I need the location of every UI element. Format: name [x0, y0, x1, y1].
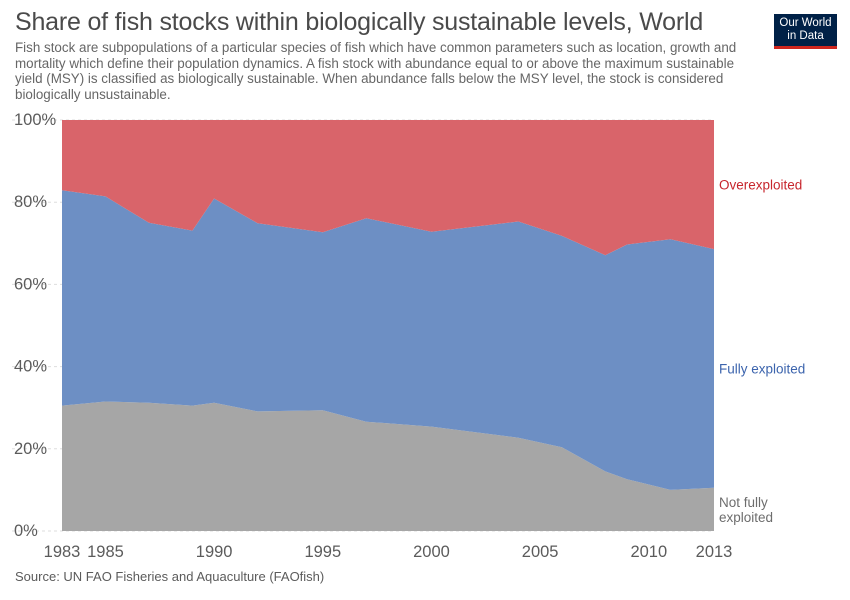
area-fully-exploited[interactable]	[62, 190, 714, 490]
x-axis-ticks: 1983 1985 1990 1995 2000 2005 2010 2013	[44, 543, 733, 561]
y-tick-label: 60%	[14, 275, 47, 293]
x-tick-label: 2000	[413, 543, 450, 561]
chart-title: Share of fish stocks within biologically…	[15, 8, 704, 36]
y-tick-label: 20%	[14, 440, 47, 458]
x-tick-label: 1985	[87, 543, 124, 561]
y-tick-label: 40%	[14, 358, 47, 376]
source-note: Source: UN FAO Fisheries and Aquaculture…	[15, 569, 325, 584]
chart-subtitle: Fish stock are subpopulations of a parti…	[15, 40, 737, 102]
x-tick-label: 2013	[696, 543, 733, 561]
logo-line-1: Our World	[779, 17, 832, 29]
area-overexploited[interactable]	[62, 120, 714, 256]
series-label: exploited	[719, 510, 773, 525]
series-label: Overexploited	[719, 178, 802, 193]
logo-line-2: in Data	[787, 30, 824, 42]
x-tick-label: 1990	[196, 543, 233, 561]
series-label: Not fully	[719, 495, 768, 510]
series-label: Fully exploited	[719, 361, 805, 376]
x-tick-label: 1995	[304, 543, 341, 561]
y-tick-label: 100%	[14, 111, 57, 129]
y-tick-label: 0%	[14, 522, 38, 540]
areas	[62, 120, 714, 531]
area-not-fully-exploited[interactable]	[62, 401, 714, 532]
x-tick-label: 1983	[44, 543, 81, 561]
y-tick-label: 80%	[14, 193, 47, 211]
x-tick-label: 2005	[522, 543, 559, 561]
owid-logo[interactable]: Our World in Data	[774, 14, 837, 49]
y-axis-ticks: 0% 20% 40% 60% 80% 100%	[14, 111, 57, 540]
x-tick-label: 2010	[630, 543, 667, 561]
